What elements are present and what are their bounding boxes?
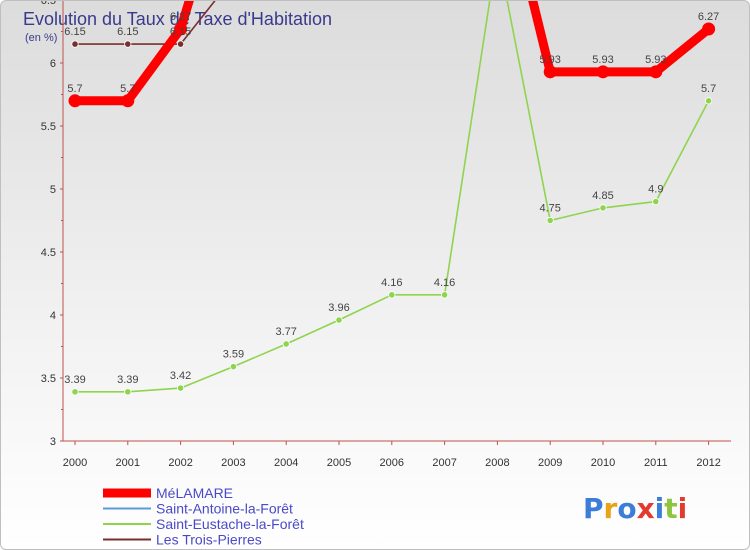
data-label-les-trois-pierres: 6.15 [117,26,138,38]
logo-letter: P [583,492,604,525]
legend: MéLAMARESaint-Antoine-la-ForêtSaint-Eust… [103,485,304,548]
y-tick-label: 5.5 [41,121,56,133]
chart-subtitle: (en %) [25,32,57,44]
data-point-saint-eustache-la-foret [282,340,290,348]
data-label-saint-eustache-la-foret: 3.77 [275,326,296,338]
data-point-saint-eustache-la-foret [599,204,607,212]
data-label-saint-eustache-la-foret: 3.42 [170,370,191,382]
data-label-melamare: 5.7 [120,83,135,95]
x-tick-label: 2003 [221,457,245,469]
x-tick-label: 2010 [591,457,615,469]
data-label-melamare: 5.93 [592,54,613,66]
legend-label: Saint-Eustache-la-Forêt [156,516,304,532]
x-tick-label: 2009 [538,457,562,469]
data-point-melamare [68,94,82,108]
y-tick-label: 3 [50,436,56,448]
logo-letter: x [637,492,655,525]
data-labels: 3.393.393.423.593.773.964.164.166.894.75… [64,11,719,386]
data-label-les-trois-pierres: 6.15 [64,26,85,38]
data-point-saint-eustache-la-foret [229,363,237,371]
legend-label: Les Trois-Pierres [156,532,262,548]
data-point-saint-eustache-la-foret [440,291,449,299]
data-label-saint-eustache-la-foret: 4.85 [592,190,613,202]
y-tick-label: 5 [50,184,56,196]
y-tick-label: 6 [50,58,56,70]
logo-letter: i [655,492,665,525]
data-label-les-trois-pierres: 6.15 [170,26,191,38]
logo-letter: i [678,492,688,525]
x-tick-label: 2011 [644,457,668,469]
logo-text: Proxiti [583,492,687,525]
x-tick-label: 2001 [116,457,140,469]
series-layer [68,1,716,396]
data-label-saint-eustache-la-foret: 3.96 [328,302,349,314]
x-tick-label: 2000 [63,457,87,469]
data-label-melamare: 5.93 [539,54,560,66]
data-point-melamare [121,94,135,108]
data-label-melamare: 6.27 [170,11,191,23]
x-tick-label: 2008 [485,457,509,469]
x-tick-label: 2006 [380,457,404,469]
data-label-saint-eustache-la-foret: 4.16 [381,277,402,289]
data-point-melamare [543,65,557,79]
x-tick-label: 2004 [274,457,298,469]
legend-label: Saint-Antoine-la-Forêt [156,501,293,517]
logo-letter: t [664,492,677,525]
data-point-melamare [702,22,716,36]
data-label-saint-eustache-la-foret: 4.16 [434,277,455,289]
data-point-melamare [174,22,188,36]
data-point-saint-eustache-la-foret [177,384,185,392]
data-label-saint-eustache-la-foret: 4.9 [648,184,663,196]
data-point-les-trois-pierres [124,40,132,48]
chart-title: Evolution du Taux de Taxe d'Habitation [23,9,332,29]
y-tick-label: 3.5 [41,373,56,385]
logo-letter: o [617,492,636,525]
data-label-melamare: 5.93 [645,54,666,66]
legend-label: MéLAMARE [156,485,233,501]
proxiti-logo: Proxiti [583,492,687,525]
data-label-saint-eustache-la-foret: 3.59 [223,349,244,361]
logo-letter: r [604,492,618,525]
data-label-saint-eustache-la-foret: 5.7 [701,83,716,95]
x-tick-label: 2007 [432,457,456,469]
data-label-saint-eustache-la-foret: 3.39 [117,374,138,386]
data-point-saint-eustache-la-foret [71,388,79,396]
data-point-les-trois-pierres [71,40,79,48]
data-point-saint-eustache-la-foret [124,388,132,396]
data-point-melamare [596,65,610,79]
data-label-melamare: 5.7 [67,83,82,95]
data-label-melamare: 6.27 [698,11,719,23]
x-tick-label: 2005 [327,457,351,469]
data-point-saint-eustache-la-foret [546,216,554,225]
axes: 33.544.555.566.577.588.59200020012002200… [41,1,731,469]
data-label-saint-eustache-la-foret: 4.75 [539,203,560,215]
data-label-saint-eustache-la-foret: 3.39 [64,374,85,386]
y-tick-label: 4 [50,310,56,322]
data-point-saint-eustache-la-foret [704,97,713,105]
data-point-saint-eustache-la-foret [335,316,343,324]
data-point-melamare [649,65,663,79]
x-tick-label: 2002 [168,457,192,469]
y-tick-label: 6.5 [41,1,56,7]
x-tick-label: 2012 [696,457,720,469]
data-point-saint-eustache-la-foret [388,291,396,299]
data-point-les-trois-pierres [177,40,185,48]
data-point-saint-eustache-la-foret [652,198,660,206]
y-tick-label: 4.5 [41,247,56,259]
